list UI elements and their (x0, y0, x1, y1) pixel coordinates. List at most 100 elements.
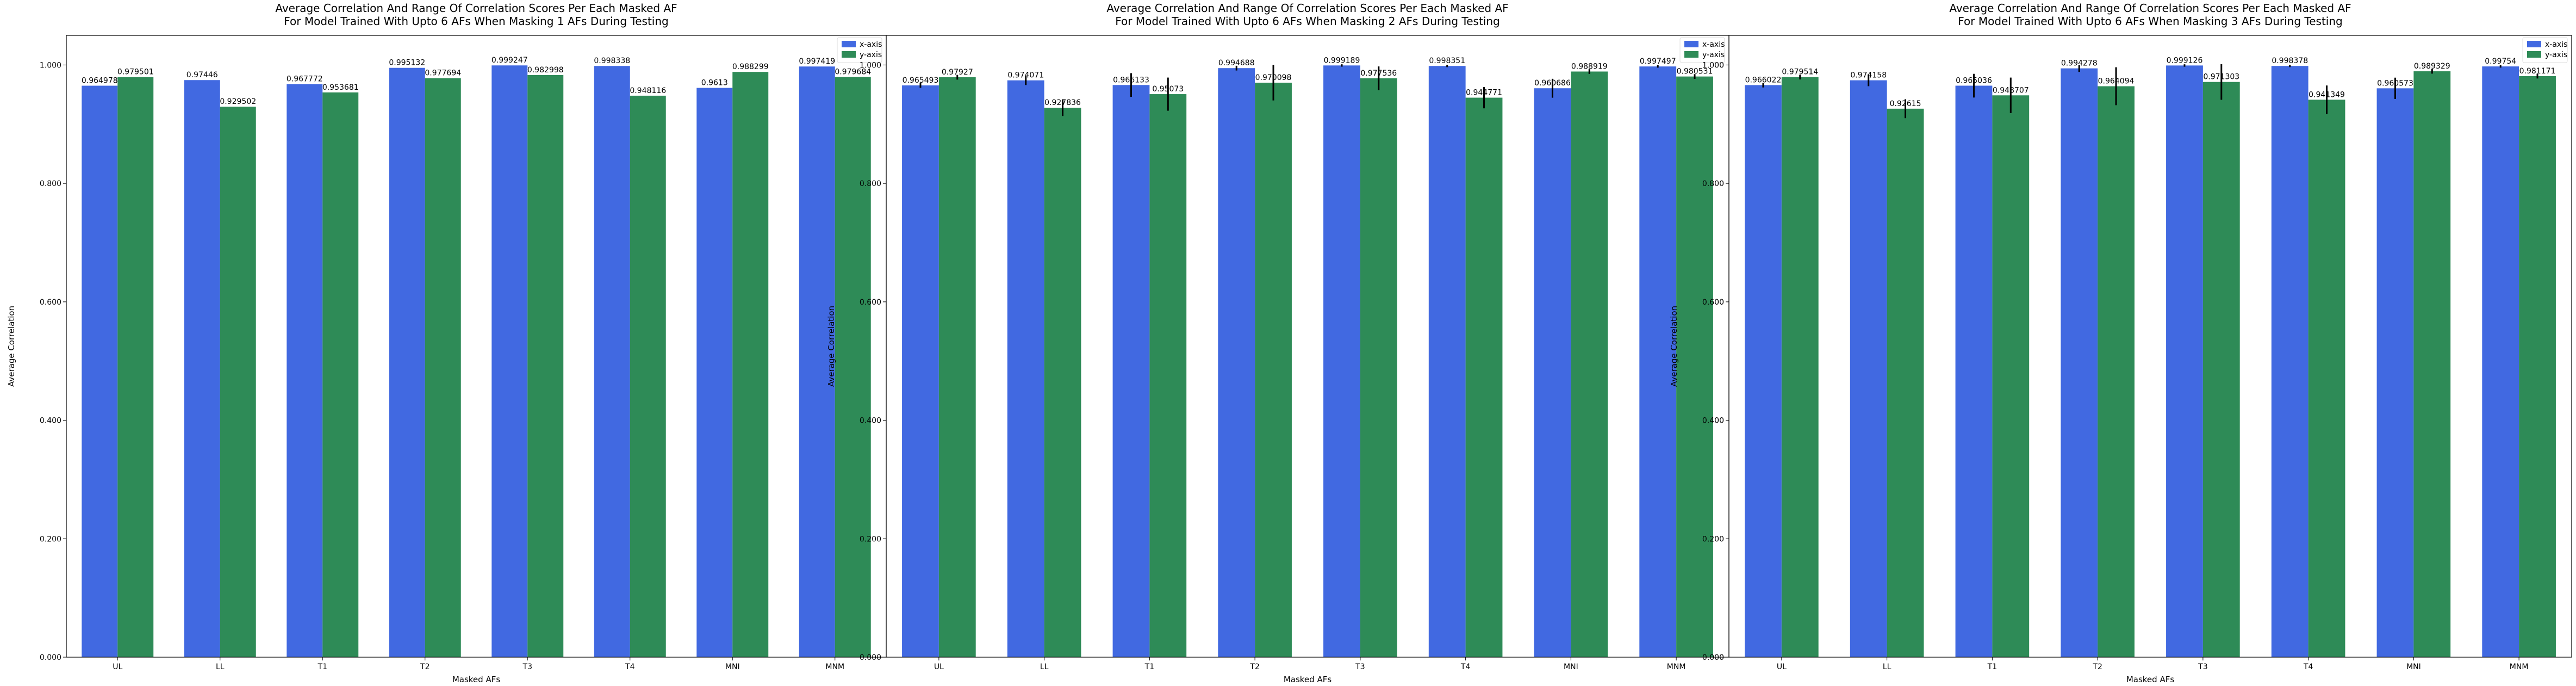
chart-title-line2: For Model Trained With Upto 6 AFs When M… (1115, 15, 1499, 28)
legend: x-axis y-axis (1679, 37, 1725, 63)
data-label-x-axis-UL: 0.964978 (82, 77, 118, 85)
bar-x-axis-MNI (696, 88, 733, 658)
x-tick-label: T4 (625, 663, 635, 671)
bar-x-axis-T1 (1955, 85, 1993, 657)
legend-label-x-axis: x-axis (860, 40, 882, 49)
bar-y-axis-MNM (2519, 76, 2556, 657)
bar-y-axis-UL (938, 77, 976, 658)
y-tick-label: 0.600 (40, 298, 61, 307)
legend-label-y-axis: y-axis (2545, 51, 2567, 59)
x-tick-label: UL (934, 663, 944, 671)
legend-label-x-axis: x-axis (1702, 40, 1725, 49)
data-label-x-axis-T2: 0.994688 (1218, 59, 1255, 67)
bar-y-axis-T4 (2308, 100, 2345, 657)
x-tick-label: T1 (318, 663, 327, 671)
data-label-y-axis-T2: 0.964094 (2098, 77, 2135, 86)
y-tick-label: 0.000 (860, 653, 881, 662)
bar-x-axis-UL (82, 85, 118, 658)
legend-label-x-axis: x-axis (2545, 40, 2567, 49)
bar-x-axis-T2 (1218, 68, 1255, 657)
x-tick-label: T4 (2303, 663, 2313, 671)
x-tick-label: MNI (1564, 663, 1578, 671)
y-axis-label: Average Correlation (826, 306, 836, 387)
y-tick-label: 0.800 (860, 180, 881, 188)
x-tick-label: T3 (522, 663, 532, 671)
data-label-x-axis-UL: 0.966022 (1745, 76, 1782, 84)
bar-y-axis-LL (220, 107, 256, 658)
legend: x-axis y-axis (2522, 37, 2568, 63)
data-label-x-axis-T4: 0.998351 (1429, 57, 1465, 65)
legend: x-axis y-axis (837, 37, 882, 63)
y-tick-label: 0.000 (40, 653, 61, 662)
chart-title-line2: For Model Trained With Upto 6 AFs When M… (1958, 15, 2342, 28)
bar-x-axis-T4 (1428, 66, 1466, 657)
y-tick-label: 0.400 (40, 417, 61, 425)
x-tick-label: MNI (725, 663, 740, 671)
x-tick-label: T1 (1144, 663, 1154, 671)
y-tick-label: 0.800 (1702, 180, 1724, 188)
data-label-y-axis-T3: 0.971303 (2203, 73, 2239, 82)
x-tick-label: LL (1040, 663, 1049, 671)
x-tick-label: T4 (1460, 663, 1471, 671)
data-label-x-axis-LL: 0.974071 (1007, 71, 1044, 80)
bar-x-axis-MNM (2482, 66, 2519, 658)
bar-y-axis-MNI (1571, 71, 1608, 658)
bar-x-axis-T3 (2166, 65, 2203, 657)
bar-x-axis-UL (902, 85, 939, 657)
x-tick-label: MNM (825, 663, 844, 671)
y-tick-label: 0.200 (1702, 535, 1724, 543)
data-label-y-axis-MNI: 0.988299 (732, 63, 769, 71)
bar-y-axis-T2 (425, 78, 461, 658)
data-label-x-axis-UL: 0.965493 (903, 76, 939, 85)
bar-y-axis-MNM (835, 77, 871, 658)
data-label-y-axis-UL: 0.979514 (1782, 68, 1818, 77)
bar-y-axis-MNI (732, 72, 769, 658)
bar-y-axis-LL (1887, 108, 1924, 657)
data-label-y-axis-T3: 0.977536 (1360, 69, 1397, 78)
bar-y-axis-MNM (1676, 76, 1713, 658)
data-label-y-axis-MNM: 0.980531 (1677, 67, 1713, 76)
bar-x-axis-MNI (1534, 88, 1571, 658)
chart-panel-2: Average Correlation And Range Of Correla… (826, 2, 1729, 684)
x-tick-label: LL (1883, 663, 1891, 671)
x-tick-label: T3 (2198, 663, 2207, 671)
x-tick-label: T1 (1987, 663, 1997, 671)
data-label-y-axis-MNM: 0.979684 (835, 68, 871, 77)
legend-swatch-y-axis (1684, 51, 1698, 58)
data-label-x-axis-MNI: 0.960573 (2377, 79, 2413, 88)
bar-x-axis-T4 (2271, 66, 2309, 658)
legend-swatch-y-axis (842, 51, 856, 58)
y-tick-label: 0.200 (860, 535, 881, 543)
data-label-x-axis-T1: 0.966133 (1113, 76, 1149, 84)
chart-title-line2: For Model Trained With Upto 6 AFs When M… (284, 15, 668, 28)
chart-panel-1: Average Correlation And Range Of Correla… (7, 2, 887, 684)
y-tick-label: 0.200 (40, 535, 61, 543)
bar-y-axis-T2 (2098, 86, 2135, 658)
x-tick-label: LL (216, 663, 225, 671)
bar-y-axis-T2 (1255, 82, 1292, 658)
x-tick-label: UL (1777, 663, 1787, 671)
y-tick-label: 1.000 (860, 61, 881, 70)
bar-y-axis-UL (117, 77, 154, 658)
data-label-x-axis-T2: 0.995132 (389, 59, 425, 67)
y-tick-label: 0.400 (1702, 417, 1724, 425)
bar-y-axis-T3 (2202, 82, 2240, 657)
data-label-x-axis-T1: 0.967772 (287, 75, 323, 84)
y-axis-label: Average Correlation (7, 306, 16, 387)
data-label-x-axis-MNM: 0.99754 (2485, 57, 2516, 66)
y-tick-label: 1.000 (1702, 61, 1724, 70)
x-tick-label: MNM (1667, 663, 1686, 671)
bar-y-axis-LL (1044, 107, 1081, 657)
data-label-y-axis-LL: 0.92615 (1890, 100, 1921, 108)
bar-x-axis-T1 (1112, 85, 1150, 658)
bar-x-axis-T2 (2061, 68, 2098, 658)
x-tick-label: T2 (1249, 663, 1259, 671)
data-label-x-axis-T3: 0.999247 (491, 56, 528, 65)
bar-x-axis-T3 (491, 65, 528, 657)
bar-x-axis-T4 (594, 66, 630, 657)
bar-x-axis-MNM (1639, 66, 1677, 657)
bar-x-axis-T1 (287, 84, 323, 658)
bar-x-axis-LL (1850, 80, 1887, 657)
data-label-x-axis-T3: 0.999189 (1324, 56, 1360, 65)
